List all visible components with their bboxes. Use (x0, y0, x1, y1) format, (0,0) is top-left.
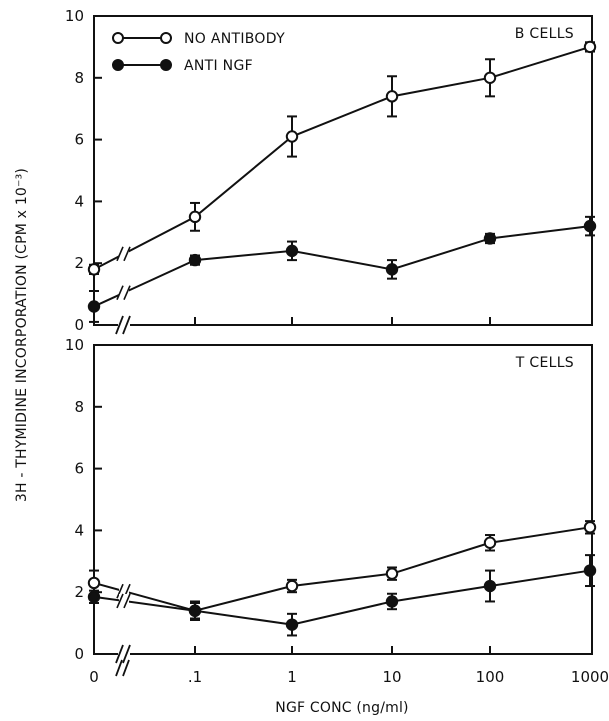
line-break-mark (123, 593, 131, 609)
filled-circle-marker (87, 590, 101, 604)
legend-label: NO ANTIBODY (184, 31, 285, 47)
y-tick-label: 2 (74, 254, 84, 272)
series-anti-ngf (87, 215, 597, 323)
series-line (93, 526, 591, 612)
y-tick-label: 10 (65, 336, 84, 354)
filled-circle-marker (285, 244, 299, 258)
line-break-mark (123, 285, 131, 301)
y-tick-label: 4 (74, 521, 84, 539)
y-tick-label: 0 (74, 645, 84, 663)
legend-label: ANTI NGF (184, 58, 253, 74)
axis-break-mark (115, 659, 123, 677)
axis-break-mark (115, 315, 124, 335)
panel-label: B CELLS (515, 26, 574, 42)
x-axis-title: NGF CONC (ng/ml) (275, 700, 408, 716)
legend: NO ANTIBODY ANTI NGF (112, 31, 285, 74)
x-tick-label: 1 (287, 668, 297, 686)
open-circle-marker (483, 536, 497, 549)
x-tick-labels: 0 .1 1 10 100 1000 (89, 659, 609, 686)
panels: 0 2 4 6 8 10 B CELLS 0 2 4 6 8 10 T CELLS 0 .1 1 10 100 100… (65, 7, 609, 686)
line-break-mark (123, 246, 131, 262)
legend-marker (112, 59, 124, 71)
x-tick-label: .1 (188, 668, 202, 686)
filled-circle-marker (385, 263, 399, 276)
x-tick-label: 1000 (571, 668, 609, 686)
axis-break-mark (122, 659, 130, 677)
open-circle-marker (87, 263, 101, 276)
series-line (93, 225, 591, 308)
line-break-mark (116, 285, 124, 301)
legend-entry: ANTI NGF (112, 58, 253, 74)
legend-marker (160, 59, 172, 71)
line-break-mark (116, 246, 124, 262)
panel-t-cells: 0 2 4 6 8 10 T CELLS (65, 336, 597, 664)
open-circle-marker (285, 130, 299, 143)
open-circle-marker (583, 40, 597, 54)
axis-break-mark (122, 315, 131, 335)
x-tick-label: 0 (89, 668, 99, 686)
open-circle-marker (285, 579, 299, 593)
y-tick-label: 6 (74, 131, 84, 149)
line-break-gap (119, 285, 129, 300)
series-no-antibody (87, 40, 597, 276)
filled-circle-marker (285, 618, 299, 631)
filled-circle-marker (87, 300, 101, 313)
line-break-mark (116, 583, 124, 599)
panel-label: T CELLS (515, 355, 574, 371)
series-line (93, 45, 591, 271)
y-tick-label: 8 (74, 69, 84, 87)
legend-marker (112, 32, 124, 44)
y-tick-label: 0 (74, 316, 84, 334)
filled-circle-marker (385, 595, 399, 608)
filled-circle-marker (483, 232, 497, 245)
open-circle-marker (385, 567, 399, 580)
legend-marker (160, 32, 172, 44)
y-tick-label: 2 (74, 583, 84, 601)
open-circle-marker (583, 521, 597, 534)
line-break-mark (116, 593, 124, 609)
y-tick-label: 6 (74, 460, 84, 478)
panel-b-cells: 0 2 4 6 8 10 B CELLS (65, 7, 597, 335)
axis-break-mark (122, 644, 131, 664)
line-break-gap (119, 246, 129, 261)
open-circle-marker (483, 71, 497, 85)
x-tick-label: 10 (382, 668, 401, 686)
y-tick-label: 4 (74, 192, 84, 210)
filled-circle-marker (483, 579, 497, 593)
open-circle-marker (188, 210, 202, 224)
series-anti-ngf (87, 554, 597, 637)
panel-frame (93, 344, 593, 655)
filled-circle-marker (188, 604, 202, 617)
y-tick-label: 8 (74, 398, 84, 416)
x-tick-label: 100 (476, 668, 505, 686)
axis-break-mark (115, 644, 124, 664)
series-no-antibody (87, 520, 597, 620)
y-tick-label: 10 (65, 7, 84, 25)
y-axis-title: 3H - THYMIDINE INCORPORATION (CPM x 10⁻³… (14, 168, 30, 502)
open-circle-marker (87, 576, 101, 590)
line-break-gap (119, 584, 129, 599)
filled-circle-marker (583, 219, 597, 233)
filled-circle-marker (583, 564, 597, 577)
line-break-gap (119, 593, 129, 608)
open-circle-marker (385, 90, 399, 103)
panel-frame (93, 15, 593, 326)
legend-entry: NO ANTIBODY (112, 31, 285, 47)
filled-circle-marker (188, 253, 202, 267)
series-line (93, 569, 591, 626)
